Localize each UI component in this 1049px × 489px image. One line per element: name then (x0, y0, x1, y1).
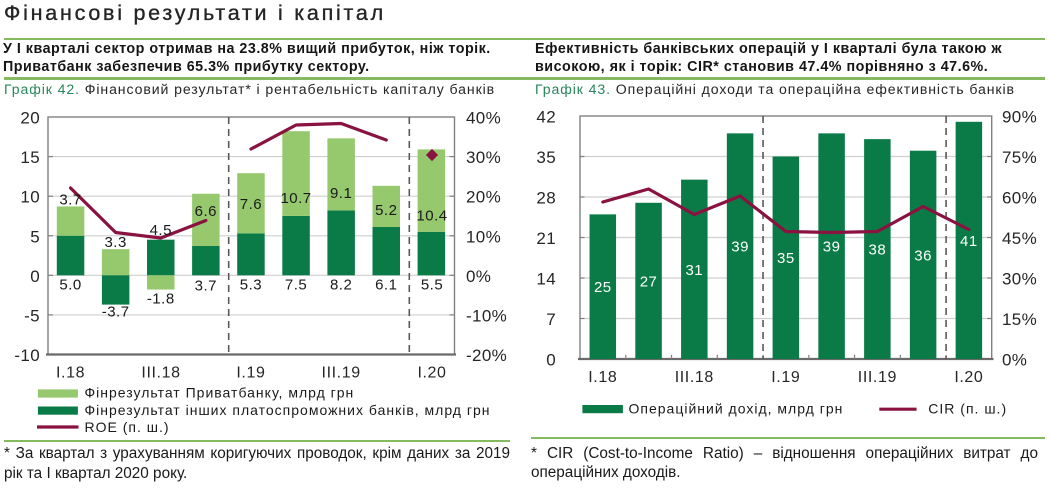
svg-text:7.6: 7.6 (240, 196, 262, 213)
svg-text:ROE (п. ш.): ROE (п. ш.) (85, 419, 170, 435)
svg-text:8.2: 8.2 (330, 277, 352, 294)
svg-text:30%: 30% (1002, 270, 1037, 289)
svg-text:Фінрезультат інших платоспромо: Фінрезультат інших платоспроможних банкі… (85, 402, 491, 418)
svg-text:І.18: І.18 (56, 365, 85, 382)
svg-text:Фінрезультат Приватбанку, млрд: Фінрезультат Приватбанку, млрд грн (85, 385, 355, 401)
svg-text:-10: -10 (14, 346, 40, 365)
svg-text:6.6: 6.6 (195, 203, 217, 220)
svg-text:-3.7: -3.7 (102, 304, 130, 321)
svg-text:5.3: 5.3 (240, 277, 262, 294)
svg-text:6.1: 6.1 (375, 277, 397, 294)
svg-text:20%: 20% (466, 188, 501, 207)
svg-text:0: 0 (546, 351, 556, 370)
svg-text:І.18: І.18 (588, 369, 617, 386)
svg-text:27: 27 (640, 273, 658, 290)
svg-text:-20%: -20% (466, 346, 507, 365)
svg-text:ІІІ.19: ІІІ.19 (322, 365, 361, 382)
svg-text:5.5: 5.5 (421, 277, 443, 294)
svg-text:CIR (п. ш.): CIR (п. ш.) (928, 401, 1007, 417)
svg-text:3.7: 3.7 (195, 278, 217, 295)
svg-text:-5: -5 (24, 306, 40, 325)
svg-text:39: 39 (823, 239, 841, 256)
svg-text:3.7: 3.7 (59, 192, 81, 209)
svg-text:7.5: 7.5 (285, 277, 307, 294)
svg-text:31: 31 (685, 262, 703, 279)
svg-text:-10%: -10% (466, 306, 507, 325)
svg-text:-1.8: -1.8 (147, 291, 175, 308)
svg-text:0: 0 (30, 267, 40, 286)
svg-text:35: 35 (777, 250, 795, 267)
svg-text:25: 25 (594, 279, 612, 296)
svg-text:ІІІ.18: ІІІ.18 (675, 369, 714, 386)
svg-text:39: 39 (731, 239, 749, 256)
svg-text:60%: 60% (1002, 189, 1037, 208)
svg-text:І.20: І.20 (954, 369, 983, 386)
svg-text:14: 14 (536, 270, 556, 289)
svg-text:І.19: І.19 (236, 365, 265, 382)
svg-text:0%: 0% (1002, 351, 1027, 370)
svg-text:15: 15 (20, 148, 40, 167)
svg-text:5: 5 (30, 227, 40, 246)
svg-text:38: 38 (869, 242, 887, 259)
svg-text:35: 35 (536, 148, 556, 167)
svg-text:9.1: 9.1 (330, 185, 352, 202)
svg-text:10: 10 (20, 188, 40, 207)
svg-text:І.20: І.20 (417, 365, 446, 382)
svg-text:41: 41 (960, 233, 978, 250)
svg-text:10%: 10% (466, 227, 501, 246)
svg-text:15%: 15% (1002, 310, 1037, 329)
svg-text:36: 36 (914, 247, 932, 264)
svg-text:30%: 30% (466, 148, 501, 167)
svg-text:40%: 40% (466, 109, 501, 128)
svg-text:20: 20 (20, 109, 40, 128)
svg-text:4.5: 4.5 (150, 222, 172, 239)
svg-text:ІІІ.19: ІІІ.19 (858, 369, 897, 386)
svg-text:7: 7 (546, 310, 556, 329)
svg-text:Операційний дохід, млрд грн: Операційний дохід, млрд грн (629, 401, 844, 417)
svg-text:75%: 75% (1002, 148, 1037, 167)
svg-text:42: 42 (536, 108, 556, 127)
svg-text:10.4: 10.4 (416, 208, 447, 225)
svg-text:10.7: 10.7 (280, 190, 311, 207)
svg-text:5.0: 5.0 (59, 277, 81, 294)
svg-text:3.3: 3.3 (104, 234, 126, 251)
svg-text:90%: 90% (1002, 108, 1037, 127)
svg-text:28: 28 (536, 189, 556, 208)
svg-text:5.2: 5.2 (375, 202, 397, 219)
svg-text:ІІІ.18: ІІІ.18 (141, 365, 180, 382)
svg-text:45%: 45% (1002, 229, 1037, 248)
svg-text:0%: 0% (466, 267, 491, 286)
svg-text:21: 21 (536, 229, 556, 248)
svg-text:І.19: І.19 (771, 369, 800, 386)
